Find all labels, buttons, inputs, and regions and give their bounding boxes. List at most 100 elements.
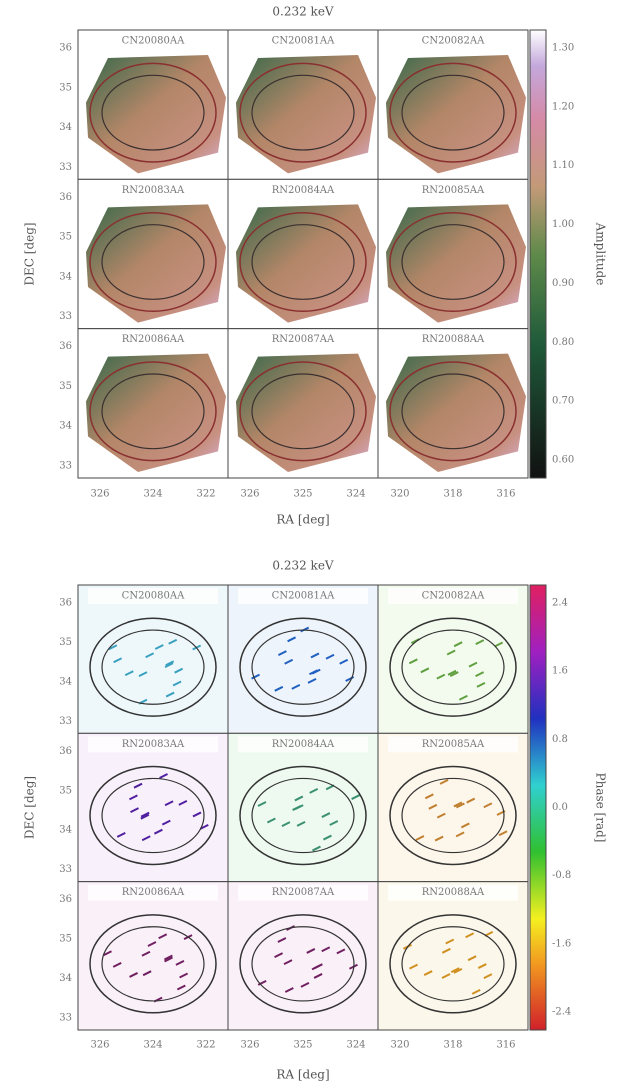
y-tick-label: 34	[59, 271, 72, 282]
panel-label-bg	[388, 884, 518, 901]
vector-arrow	[471, 988, 481, 995]
contour-inner	[101, 224, 205, 300]
panel	[377, 732, 529, 883]
vector-arrow	[420, 667, 430, 674]
y-tick-label: 36	[59, 341, 72, 352]
y-tick-label: 35	[59, 934, 72, 945]
y-axis-label: DEC [deg]	[23, 776, 37, 839]
x-tick-label: 325	[293, 489, 312, 500]
vector-arrow	[494, 641, 504, 648]
contour-inner	[101, 74, 205, 151]
x-tick-label: 318	[443, 489, 462, 500]
colorbar-tick-label: 0.70	[552, 396, 574, 407]
vector-arrow	[129, 972, 139, 978]
panel-label: RN20086AA	[122, 334, 185, 345]
panel-label: RN20085AA	[422, 739, 485, 750]
panel	[227, 584, 379, 734]
x-tick-label: 326	[90, 489, 109, 500]
colorbar-tick-label: 2.4	[552, 598, 568, 609]
x-tick-label: 320	[390, 1040, 409, 1051]
vector-arrow	[311, 668, 321, 675]
contour-inner	[401, 926, 505, 1002]
panel-label-bg	[238, 33, 368, 49]
y-tick-label: 36	[59, 192, 72, 203]
x-tick-label: 320	[390, 489, 409, 500]
panel-label: RN20087AA	[272, 334, 335, 345]
map-region	[236, 204, 376, 323]
contour-outer	[89, 62, 217, 163]
x-tick-label: 324	[346, 489, 365, 500]
panel-label-bg	[238, 884, 368, 901]
panel-label-bg	[88, 736, 218, 753]
panel-label-bg	[388, 736, 518, 753]
vector-arrow	[140, 813, 150, 820]
vector-arrow	[164, 800, 174, 807]
vector-arrow	[158, 933, 168, 940]
x-tick-label: 322	[196, 1040, 215, 1051]
vector-arrow	[477, 963, 487, 969]
colorbar-tick-label: 1.10	[552, 160, 574, 171]
y-tick-label: 33	[59, 311, 72, 322]
panel-label-bg	[88, 182, 218, 199]
x-tick-label: 316	[496, 1040, 515, 1051]
colorbar-tick-label: 0.80	[552, 337, 574, 348]
vector-arrow	[307, 677, 317, 684]
map-region	[386, 353, 526, 472]
vector-arrow	[468, 661, 478, 668]
contour-inner	[401, 74, 505, 151]
contour-inner	[401, 777, 505, 854]
contour-inner	[251, 373, 355, 450]
vector-arrow	[266, 817, 276, 824]
vector-arrow	[460, 822, 470, 829]
vector-arrow	[142, 970, 152, 977]
vector-arrow	[103, 950, 112, 957]
contour-outer	[89, 914, 217, 1014]
vector-arrow	[113, 657, 123, 664]
vector-arrow	[467, 955, 477, 962]
map-region	[386, 55, 526, 174]
panel-label-bg	[238, 588, 368, 604]
y-tick-label: 35	[59, 82, 72, 93]
panel-label-bg	[388, 33, 518, 49]
y-tick-label: 36	[59, 746, 72, 757]
contour-outer	[239, 361, 367, 462]
contour-inner	[101, 629, 205, 705]
vector-arrow	[313, 963, 323, 970]
colorbar-tick-label: 0.60	[552, 455, 574, 466]
vector-arrow	[441, 973, 451, 979]
vector-arrow	[453, 968, 463, 974]
panel-label-bg	[238, 182, 368, 199]
panel-label: RN20085AA	[422, 185, 485, 196]
vector-arrow	[130, 807, 139, 814]
vector-arrow	[287, 636, 297, 643]
contour-outer	[389, 62, 517, 163]
panel-label-bg	[88, 331, 218, 348]
map-region	[86, 55, 226, 174]
vector-arrow	[296, 821, 306, 827]
vector-arrow	[309, 787, 319, 794]
vector-arrow	[168, 638, 178, 645]
map-region	[86, 204, 226, 323]
y-tick-label: 33	[59, 864, 72, 875]
vector-arrow	[447, 669, 457, 676]
vector-arrow	[465, 932, 475, 939]
vector-arrow	[175, 960, 185, 966]
vector-arrow	[161, 819, 171, 826]
vector-arrow	[163, 954, 173, 961]
panel	[227, 732, 379, 883]
y-axis-label: DEC [deg]	[23, 222, 37, 285]
contour-outer	[89, 211, 217, 313]
contour-inner	[101, 777, 205, 854]
vector-arrow	[179, 972, 189, 979]
colorbar-tick-label: -2.4	[552, 1007, 571, 1018]
x-tick-label: 316	[496, 489, 515, 500]
y-tick-label: 35	[59, 232, 72, 243]
contour-inner	[251, 629, 355, 705]
vector-arrow	[294, 795, 304, 802]
colorbar-tick-label: 1.6	[552, 666, 568, 677]
vector-arrow	[449, 671, 459, 677]
vector-arrow	[321, 946, 331, 953]
panel-label-bg	[238, 331, 368, 348]
vector-arrow	[455, 831, 465, 838]
colorbar-label: Phase [rad]	[594, 773, 608, 843]
